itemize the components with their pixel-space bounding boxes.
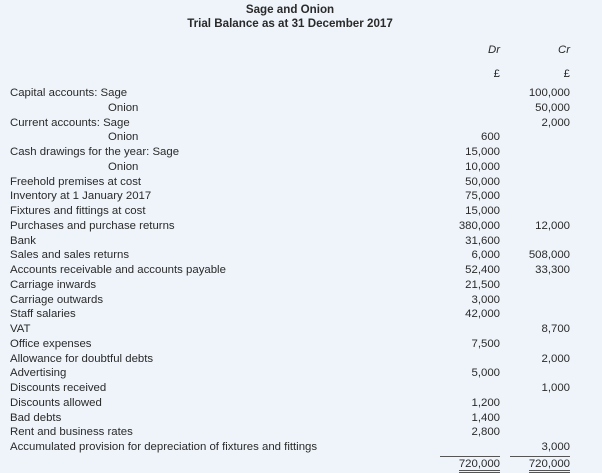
totals-row: 720,000 720,000 [10,455,572,473]
table-row: VAT 8,700 [10,322,572,337]
account-name: Current accounts: Sage [10,116,130,129]
account-name: Onion [108,101,139,114]
account-name: Accumulated provision for depreciation o… [10,441,318,453]
cr-amount: 2,000 [541,116,570,129]
dr-total: 720,000 [440,455,500,473]
account-name: Onion [108,160,139,173]
cr-amount: 33,300 [535,264,570,276]
table-row: Bank 31,600 [10,234,572,249]
table-row: Advertising 5,000 [10,366,572,381]
table-row: Fixtures and fittings at cost 15,000 [10,204,572,219]
table-row: Carriage inwards 21,500 [10,278,572,293]
account-name: Cash drawings for the year: Sage [10,146,180,158]
dr-amount: 600 [480,131,500,144]
dr-amount: 75,000 [465,190,500,203]
table-row: Carriage outwards 3,000 [10,293,572,308]
document-subtitle: Trial Balance as at 31 December 2017 [187,17,393,30]
table-row: Freehold premises at cost 50,000 [10,175,572,190]
table-row: Cash drawings for the year: Sage 15,000 [10,145,572,160]
account-name: Rent and business rates [10,426,133,439]
table-row: Onion 600 [10,130,572,145]
account-name: VAT [10,323,31,335]
dr-amount: 5,000 [471,367,500,380]
account-name: Bad debts [10,411,62,424]
table-row: Purchases and purchase returns 380,000 12,… [10,219,572,234]
table-row: Allowance for doubtful debts 2,000 [10,352,572,367]
table-row: Inventory at 1 January 2017 75,000 [10,189,572,204]
account-name: Carriage outwards [10,293,104,306]
account-name: Sales and sales returns [10,249,130,262]
table-row: Onion 50,000 [10,101,572,116]
account-name: Advertising [10,367,67,380]
cr-amount: 3,000 [541,441,570,453]
dr-amount: 7,500 [471,337,500,350]
table-row: Bad debts 1,400 [10,411,572,426]
account-name: Discounts received [10,382,107,394]
dr-amount: 380,000 [458,219,500,232]
dr-column-header: Dr [487,44,500,56]
cr-amount: 12,000 [535,219,570,232]
account-name: Carriage inwards [10,278,97,291]
account-name: Accounts receivable and accounts payable [10,264,226,276]
account-name: Freehold premises at cost [10,175,142,188]
cr-amount: 8,700 [541,323,570,335]
table-row: Office expenses 7,500 [10,337,572,352]
cr-amount: 1,000 [541,382,570,394]
dr-amount: 42,000 [465,308,500,321]
dr-amount: 1,400 [471,411,500,424]
document-title: Sage and Onion [245,3,335,16]
table-row: Accumulated provision for depreciation o… [10,440,572,455]
cr-column-header: Cr [557,44,570,56]
table-row: Rent and business rates 2,800 [10,425,572,440]
account-name: Onion [108,131,139,144]
cr-amount: 100,000 [528,87,570,99]
cr-unit: £ [563,68,570,80]
account-name: Allowance for doubtful debts [10,352,154,365]
account-name: Purchases and purchase returns [10,219,175,232]
account-name: Capital accounts: Sage [10,87,128,99]
account-name: Inventory at 1 January 2017 [10,190,152,203]
cr-amount: 508,000 [528,249,570,262]
table-row: Current accounts: Sage 2,000 [10,116,572,131]
table-row: Discounts allowed 1,200 [10,396,572,411]
dr-amount: 31,600 [465,234,500,247]
table-row: Capital accounts: Sage 100,000 [10,86,572,101]
dr-amount: 3,000 [471,293,500,306]
dr-amount: 15,000 [465,146,500,158]
dr-amount: 2,800 [471,426,500,439]
table-row: Discounts received 1,000 [10,381,572,396]
dr-amount: 52,400 [465,264,500,276]
table-row: Sales and sales returns 6,000 508,000 [10,248,572,263]
dr-amount: 10,000 [465,160,500,173]
table-row: Staff salaries 42,000 [10,307,572,322]
dr-amount: 6,000 [471,249,500,262]
cr-amount: 50,000 [535,101,570,114]
table-row: Onion 10,000 [10,160,572,175]
table-row: Accounts receivable and accounts payable… [10,263,572,278]
dr-amount: 15,000 [465,205,500,217]
dr-amount: 1,200 [471,396,500,409]
account-name: Fixtures and fittings at cost [10,205,146,217]
dr-amount: 50,000 [465,175,500,188]
account-name: Office expenses [10,337,92,350]
account-name: Bank [10,234,36,247]
account-name: Discounts allowed [10,396,102,409]
account-name: Staff salaries [10,308,76,321]
dr-amount: 21,500 [465,278,500,291]
cr-total: 720,000 [510,455,570,473]
dr-unit: £ [493,68,500,80]
cr-amount: 2,000 [541,352,570,365]
